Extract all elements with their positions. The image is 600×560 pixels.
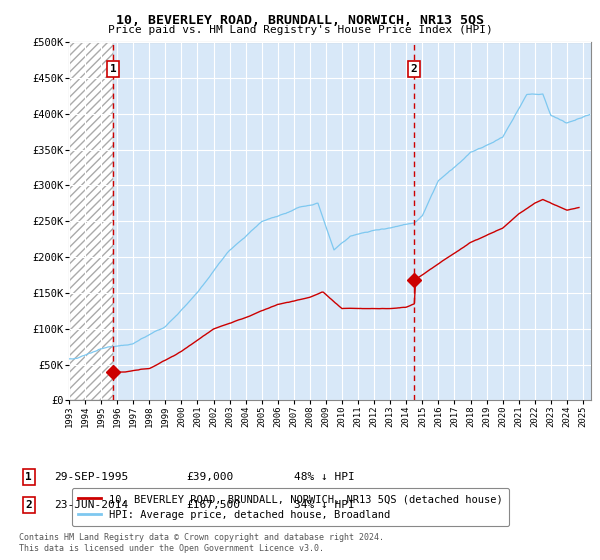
- Text: 23-JUN-2014: 23-JUN-2014: [54, 500, 128, 510]
- Text: 10, BEVERLEY ROAD, BRUNDALL, NORWICH, NR13 5QS: 10, BEVERLEY ROAD, BRUNDALL, NORWICH, NR…: [116, 14, 484, 27]
- Text: 1: 1: [25, 472, 32, 482]
- Text: £39,000: £39,000: [186, 472, 233, 482]
- Bar: [69, 42, 113, 400]
- Text: Price paid vs. HM Land Registry's House Price Index (HPI): Price paid vs. HM Land Registry's House …: [107, 25, 493, 35]
- Text: 34% ↓ HPI: 34% ↓ HPI: [294, 500, 355, 510]
- Text: 2: 2: [25, 500, 32, 510]
- Text: 2: 2: [410, 64, 417, 74]
- Text: 1: 1: [110, 64, 116, 74]
- Text: 48% ↓ HPI: 48% ↓ HPI: [294, 472, 355, 482]
- Bar: [69, 42, 113, 400]
- Text: Contains HM Land Registry data © Crown copyright and database right 2024.
This d: Contains HM Land Registry data © Crown c…: [19, 533, 384, 553]
- Text: £167,500: £167,500: [186, 500, 240, 510]
- Legend: 10, BEVERLEY ROAD, BRUNDALL, NORWICH, NR13 5QS (detached house), HPI: Average pr: 10, BEVERLEY ROAD, BRUNDALL, NORWICH, NR…: [71, 488, 509, 526]
- Text: 29-SEP-1995: 29-SEP-1995: [54, 472, 128, 482]
